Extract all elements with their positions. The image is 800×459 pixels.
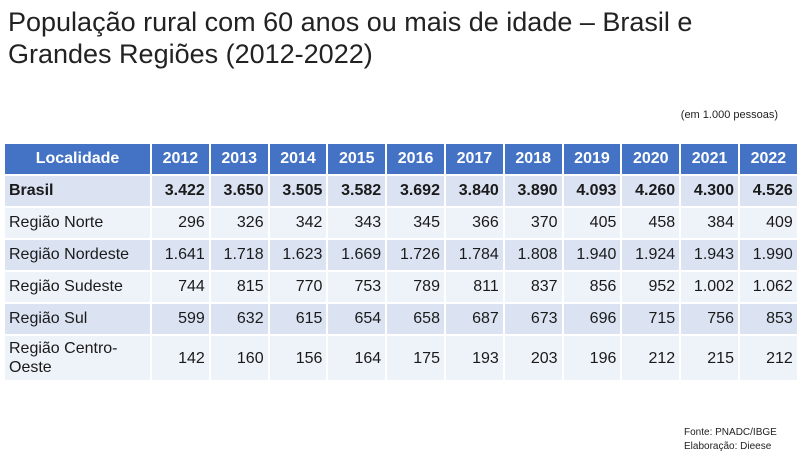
table-cell: 458 [620,206,682,240]
header-row: Localidade 2012 2013 2014 2015 2016 2017… [3,142,799,176]
header-year: 2012 [150,142,211,176]
header-year: 2016 [385,142,446,176]
table-cell: 156 [267,334,329,382]
table-cell: 1.002 [679,270,740,304]
table-row: Brasil 3.422 3.650 3.505 3.582 3.692 3.8… [3,174,799,208]
table-cell: 409 [737,206,799,240]
table-cell: 789 [385,270,446,304]
table-cell: 193 [443,334,505,382]
table-cell: 615 [267,302,329,336]
header-localidade: Localidade [3,142,152,176]
source-line: Fonte: PNADC/IBGE [684,427,777,438]
table-cell: 753 [326,270,388,304]
unit-note: (em 1.000 pessoas) [680,109,778,121]
table-cell: 142 [150,334,211,382]
table-cell: 1.062 [737,270,799,304]
data-table: Localidade 2012 2013 2014 2015 2016 2017… [3,142,799,382]
table-cell: 343 [326,206,388,240]
table-row: Região Sul 599 632 615 654 658 687 673 6… [3,302,799,336]
table-cell: 3.692 [385,174,446,208]
table-cell: 599 [150,302,211,336]
header-year: 2021 [679,142,740,176]
table-cell: 815 [208,270,270,304]
header-year: 2014 [267,142,329,176]
table-cell: 632 [208,302,270,336]
header-year: 2017 [443,142,505,176]
table-cell: 856 [561,270,623,304]
table-cell: 4.260 [620,174,682,208]
table-cell: 1.808 [502,238,564,272]
table-cell: 4.093 [561,174,623,208]
table-cell: 4.300 [679,174,740,208]
table-cell: 196 [561,334,623,382]
page-title: População rural com 60 anos ou mais de i… [8,7,693,69]
row-label: Região Centro-Oeste [3,334,152,382]
table-cell: 3.422 [150,174,211,208]
table-cell: 756 [679,302,740,336]
row-label: Brasil [3,174,152,208]
credit-line: Elaboração: Dieese [684,441,772,452]
table-cell: 1.784 [443,238,505,272]
header-year: 2015 [326,142,388,176]
table-cell: 342 [267,206,329,240]
table-cell: 770 [267,270,329,304]
table-cell: 1.718 [208,238,270,272]
table-cell: 384 [679,206,740,240]
table-row: Região Nordeste 1.641 1.718 1.623 1.669 … [3,238,799,272]
table-cell: 3.840 [443,174,505,208]
table-row: Região Norte 296 326 342 343 345 366 370… [3,206,799,240]
table-cell: 164 [326,334,388,382]
table-cell: 687 [443,302,505,336]
table-cell: 673 [502,302,564,336]
header-year: 2019 [561,142,623,176]
table-cell: 952 [620,270,682,304]
table-cell: 811 [443,270,505,304]
table-cell: 212 [620,334,682,382]
table-cell: 296 [150,206,211,240]
row-label: Região Sul [3,302,152,336]
row-label: Região Nordeste [3,238,152,272]
header-year: 2022 [737,142,799,176]
table-cell: 853 [737,302,799,336]
table-cell: 203 [502,334,564,382]
table-cell: 370 [502,206,564,240]
table-cell: 175 [385,334,446,382]
table-cell: 1.726 [385,238,446,272]
header-year: 2013 [208,142,270,176]
table-cell: 3.650 [208,174,270,208]
table-cell: 1.669 [326,238,388,272]
table-cell: 3.582 [326,174,388,208]
header-year: 2018 [502,142,564,176]
table-cell: 1.940 [561,238,623,272]
table-cell: 654 [326,302,388,336]
table-row: Região Sudeste 744 815 770 753 789 811 8… [3,270,799,304]
table-cell: 212 [737,334,799,382]
table-cell: 1.990 [737,238,799,272]
table-cell: 4.526 [737,174,799,208]
source-note: Fonte: PNADC/IBGE Elaboração: Dieese [684,426,777,454]
table-cell: 1.924 [620,238,682,272]
table-cell: 160 [208,334,270,382]
table-cell: 1.623 [267,238,329,272]
table-cell: 345 [385,206,446,240]
table-cell: 715 [620,302,682,336]
row-label: Região Norte [3,206,152,240]
table-cell: 1.641 [150,238,211,272]
table-cell: 3.890 [502,174,564,208]
table-cell: 3.505 [267,174,329,208]
table-row: Região Centro-Oeste 142 160 156 164 175 … [3,334,799,382]
table-cell: 1.943 [679,238,740,272]
table-cell: 215 [679,334,740,382]
table-cell: 837 [502,270,564,304]
table-cell: 658 [385,302,446,336]
header-year: 2020 [620,142,682,176]
table-cell: 696 [561,302,623,336]
table-cell: 405 [561,206,623,240]
row-label: Região Sudeste [3,270,152,304]
table-cell: 366 [443,206,505,240]
table-cell: 744 [150,270,211,304]
table-cell: 326 [208,206,270,240]
